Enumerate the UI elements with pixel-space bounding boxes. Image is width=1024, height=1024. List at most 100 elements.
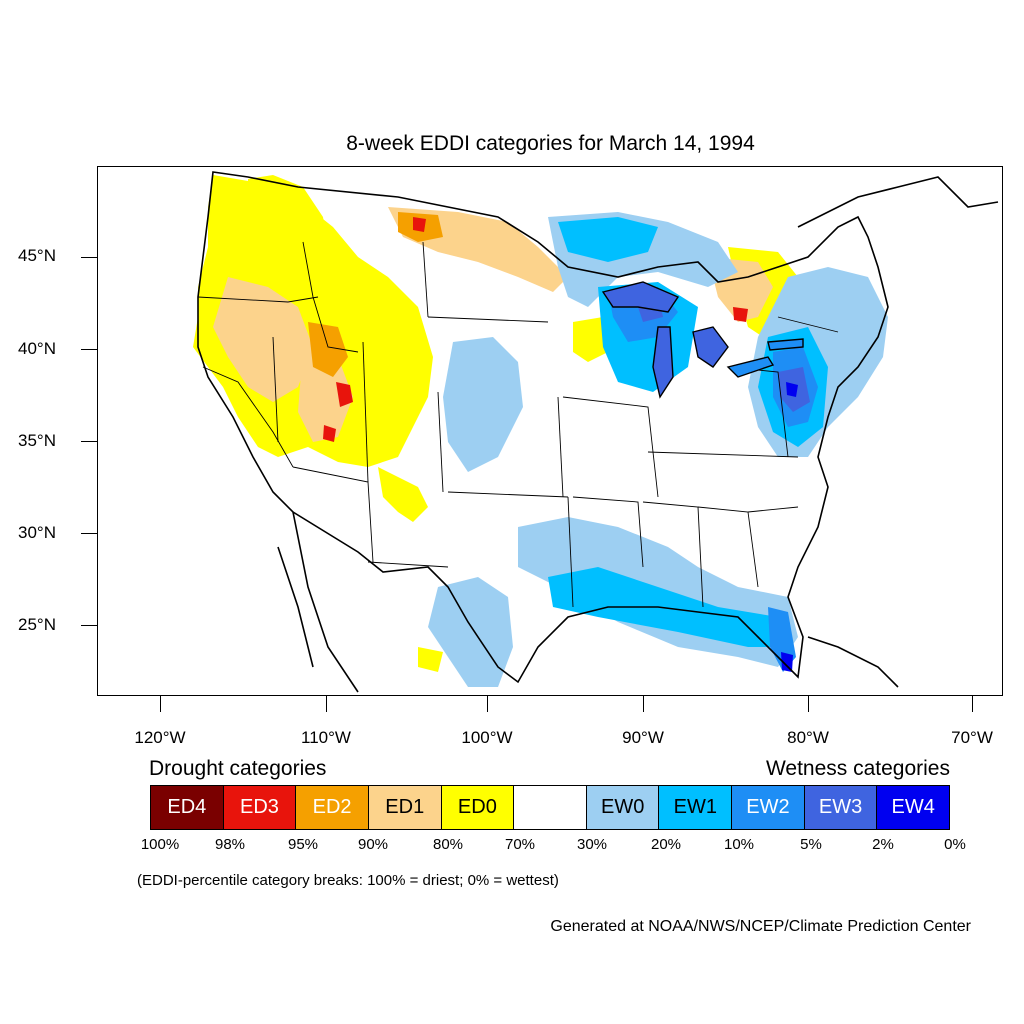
lat-tick [81, 257, 97, 258]
lake-erie [726, 356, 775, 378]
border-ny-pa [777, 316, 839, 333]
pct-label: 100% [140, 836, 180, 853]
lake-huron [692, 326, 729, 368]
lat-label-40: 40°N [18, 339, 56, 358]
border-az-nm [292, 466, 374, 563]
lat-tick [81, 441, 97, 442]
region-ed0-west-coast [248, 175, 328, 277]
pct-label: 80% [432, 836, 464, 853]
region-ed3-mi [733, 307, 748, 322]
cuba [807, 636, 899, 688]
lon-tick [972, 696, 973, 712]
region-ed2-idaho [308, 322, 348, 377]
border-nd-sd [427, 316, 549, 323]
lon-label-120: 120°W [134, 728, 186, 747]
pct-label: 5% [800, 836, 822, 853]
border-co-ks [437, 391, 444, 493]
state-boundaries [197, 171, 889, 684]
pct-label: 30% [576, 836, 608, 853]
border-ut-co [362, 341, 369, 483]
lake-ontario [767, 338, 804, 351]
border-tx-la [567, 496, 574, 608]
region-ed1-west [213, 277, 313, 402]
lat-tick [81, 625, 97, 626]
region-ed0-tx [418, 647, 443, 672]
pct-label: 70% [504, 836, 536, 853]
border-nm-tx [367, 561, 449, 568]
lon-tick [160, 696, 161, 712]
region-ew0-tx [428, 577, 513, 687]
border-nv-ut [272, 336, 279, 443]
wetness-categories-title: Wetness categories [765, 757, 950, 780]
pct-label: 98% [214, 836, 246, 853]
legend-cell-ed4: ED4 [151, 786, 224, 829]
region-ew4-pa [786, 382, 798, 397]
border-mo-il [562, 396, 659, 498]
lat-label-45: 45°N [18, 246, 56, 265]
legend-colorbar: ED4 ED3 ED2 ED1 ED0 EW0 EW1 EW2 EW3 EW4 [150, 785, 950, 830]
drought-categories-title: Drought categories [149, 757, 327, 780]
map-title: 8-week EDDI categories for March 14, 199… [346, 132, 755, 155]
lat-label-25: 25°N [18, 615, 56, 634]
pct-label: 90% [357, 836, 389, 853]
border-wa-or [197, 296, 319, 303]
wetness-regions [428, 212, 888, 687]
pct-label: 2% [872, 836, 894, 853]
lon-label-100: 100°W [461, 728, 513, 747]
legend-cell-ed3: ED3 [223, 786, 297, 829]
lon-label-90: 90°W [622, 728, 664, 747]
lat-tick [81, 533, 97, 534]
border-ga-sc [747, 506, 799, 513]
lake-superior [601, 281, 680, 313]
legend-cell-ed1: ED1 [368, 786, 442, 829]
lat-label-35: 35°N [18, 431, 56, 450]
lon-tick [643, 696, 644, 712]
lake-michigan [652, 326, 674, 399]
region-ew0-plains [443, 337, 523, 472]
lat-tick [81, 349, 97, 350]
legend-cell-ew0: EW0 [586, 786, 660, 829]
legend-cell-normal [514, 786, 587, 829]
legend-cell-ew3: EW3 [804, 786, 878, 829]
border-id-mt [302, 241, 359, 353]
lon-label-110: 110°W [301, 728, 351, 747]
category-breaks-note: (EDDI-percentile category breaks: 100% =… [137, 872, 559, 889]
pct-label: 10% [723, 836, 755, 853]
region-ed1-ut [298, 347, 353, 442]
lat-label-30: 30°N [18, 523, 56, 542]
region-ed0-west [193, 175, 433, 467]
region-ew1-gulf [548, 567, 788, 647]
us-outline [197, 171, 889, 684]
pct-label: 20% [650, 836, 682, 853]
region-ed3-nd [413, 217, 426, 232]
great-lakes [601, 281, 804, 399]
gulf-of-california [277, 546, 314, 668]
pct-label: 0% [944, 836, 966, 853]
region-ed0-plains [378, 467, 428, 522]
border-mt-nd [422, 241, 429, 318]
legend-cell-ew1: EW1 [659, 786, 733, 829]
region-ed3-ut2 [323, 425, 336, 442]
border-ca-nv [202, 366, 294, 468]
lon-tick [487, 696, 488, 712]
eddi-map [193, 171, 999, 693]
border-ks-mo [557, 396, 564, 498]
region-ed3-ut [336, 382, 353, 407]
border-ky-tn [647, 451, 799, 458]
canada-coast [797, 176, 999, 228]
lon-tick [326, 696, 327, 712]
legend-cell-ew2: EW2 [732, 786, 805, 829]
map-frame [97, 166, 1003, 696]
lon-label-80: 80°W [787, 728, 829, 747]
pct-label: 95% [287, 836, 319, 853]
legend-cell-ew4: EW4 [877, 786, 950, 829]
region-ew4-fl [781, 652, 793, 672]
lon-label-70: 70°W [951, 728, 993, 747]
foreign-coastlines [277, 176, 999, 693]
region-ew1-ne [558, 217, 658, 262]
border-ok-tx [447, 491, 569, 498]
legend-cell-ed2: ED2 [296, 786, 369, 829]
legend-cell-ed0: ED0 [441, 786, 515, 829]
lon-tick [808, 696, 809, 712]
credit-line: Generated at NOAA/NWS/NCEP/Climate Predi… [550, 918, 971, 935]
